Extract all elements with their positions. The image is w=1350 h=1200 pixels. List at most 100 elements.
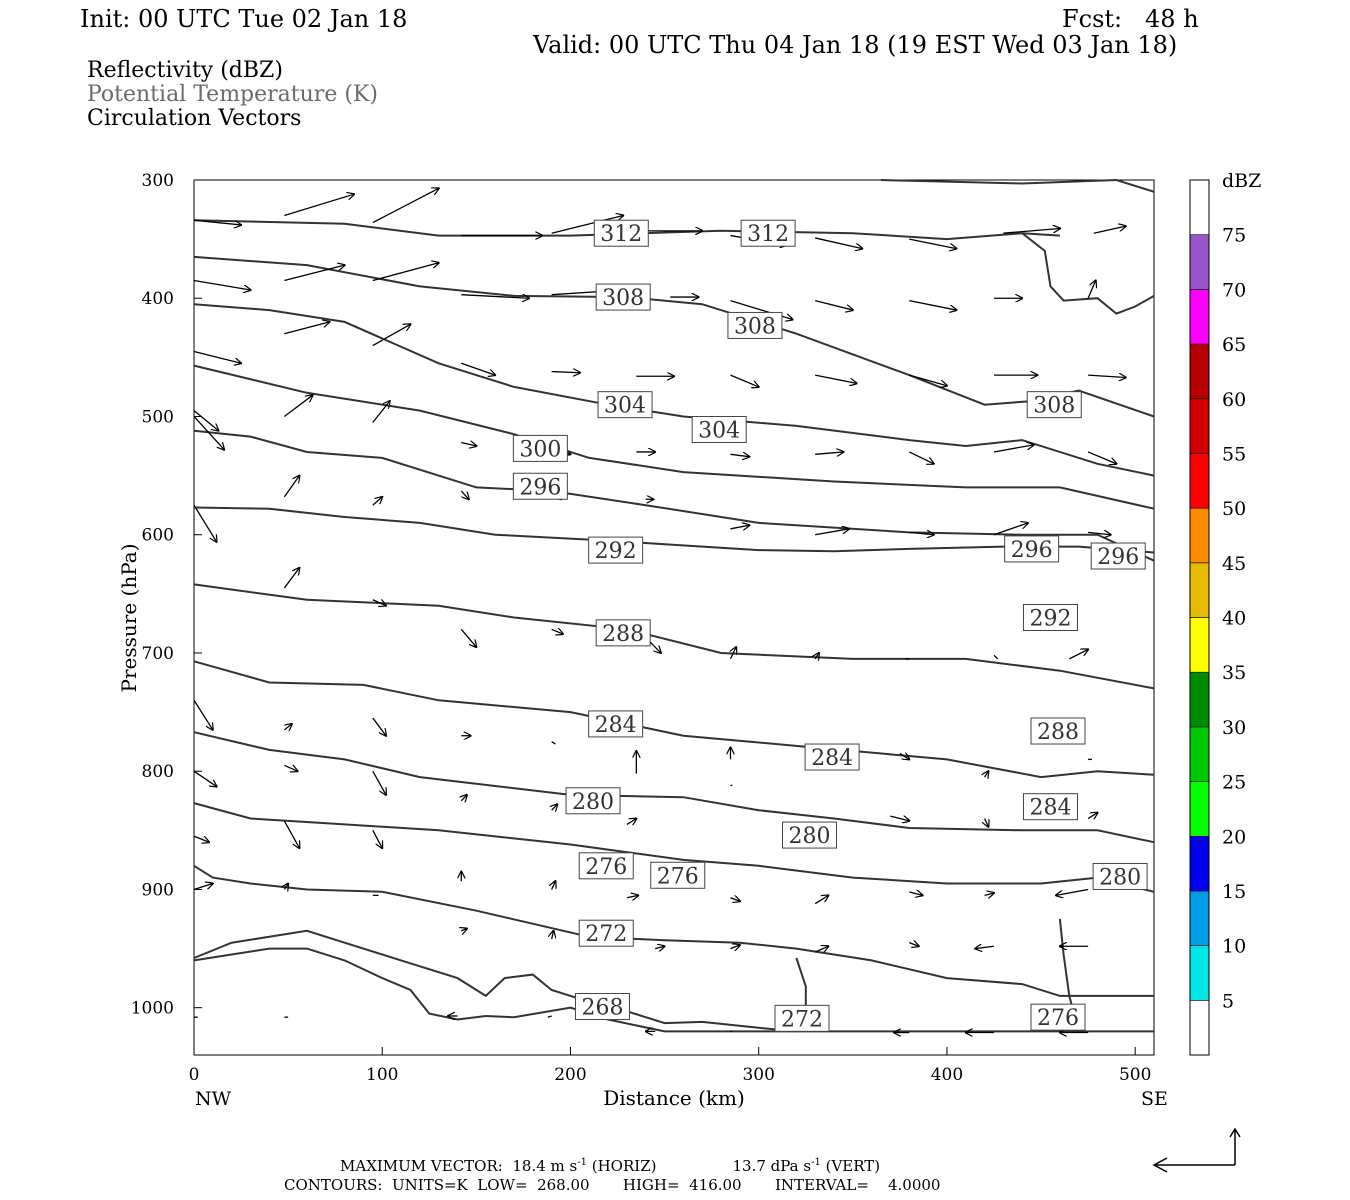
colorbar-label: 65 — [1222, 334, 1246, 356]
horiz-label: (HORIZ) — [586, 1157, 657, 1175]
contour-label-text: 276 — [1037, 1006, 1079, 1031]
circulation-vector — [551, 372, 580, 373]
circulation-vector — [730, 945, 739, 949]
contour-label-box — [1026, 391, 1082, 419]
circulation-vector — [372, 497, 382, 506]
theta-contour-272 — [193, 929, 797, 1033]
circulation-vector — [372, 717, 386, 736]
contour-label: 280 — [782, 821, 838, 849]
contour-label-text: 280 — [1099, 865, 1141, 890]
circulation-vector — [985, 818, 989, 827]
circulation-vector — [372, 263, 439, 282]
circulation-vector — [283, 820, 299, 848]
colorbar-segment — [1189, 453, 1210, 509]
contour-label-text: 296 — [1097, 545, 1139, 570]
contour-label-box — [650, 861, 706, 889]
circulation-vectors — [193, 188, 1126, 1032]
circulation-vector — [283, 395, 312, 418]
contour-label-box — [595, 619, 651, 647]
contour-label-box — [1022, 793, 1078, 821]
circulation-vector — [985, 771, 989, 777]
circulation-vector — [461, 443, 476, 447]
circulation-vector — [814, 946, 828, 952]
x-tick-label: 0 — [189, 1065, 200, 1085]
contour-label: 272 — [774, 1004, 830, 1032]
colorbar-label: 70 — [1222, 279, 1246, 301]
x-tick-label: 100 — [366, 1065, 398, 1085]
contour-label-box — [1030, 1003, 1086, 1031]
contour-label-box — [578, 852, 634, 880]
contour-label-box — [578, 919, 634, 947]
x-axis-label: Distance (km) — [603, 1086, 745, 1110]
contour-label-text: 284 — [595, 713, 637, 738]
contour-label-text: 276 — [585, 855, 627, 880]
colorbar-label: 75 — [1222, 225, 1246, 247]
contour-label: 292 — [588, 536, 644, 564]
circulation-vector — [899, 753, 909, 759]
contour-label-box — [1022, 604, 1078, 631]
theta-contours — [193, 178, 1155, 1033]
contour-label-box — [1030, 717, 1086, 745]
theta-contour-276 — [193, 802, 1155, 893]
colorbar-label: 25 — [1222, 772, 1246, 794]
contour-label: 288 — [1030, 717, 1086, 745]
circulation-vector — [815, 237, 862, 249]
contour-label-text: 284 — [811, 746, 853, 771]
theta-contour-296 — [193, 429, 1155, 562]
contour-label-box — [574, 993, 630, 1021]
contour-label-box — [1092, 862, 1148, 890]
contour-label: 280 — [565, 787, 621, 815]
field-potential-temperature: Potential Temperature (K) — [87, 82, 378, 107]
contour-label-text: 272 — [585, 922, 627, 947]
contour-label: 304 — [597, 391, 653, 419]
circulation-vector — [551, 629, 563, 634]
circulation-vector — [1069, 649, 1088, 660]
circulation-vector — [372, 830, 382, 848]
circulation-vector — [193, 884, 213, 891]
circulation-vector — [551, 215, 624, 234]
y-tick-label: 400 — [142, 289, 174, 309]
contour-label: 292 — [1022, 604, 1078, 632]
contour-label-text: 272 — [781, 1007, 823, 1032]
contour-label: 304 — [691, 415, 747, 443]
circulation-vector — [815, 299, 853, 310]
contour-label-box — [774, 1004, 830, 1032]
y-axis-label: Pressure (hPa) — [117, 544, 141, 693]
circulation-vector — [626, 895, 638, 897]
circulation-vector — [193, 279, 250, 290]
circulation-vector — [909, 238, 956, 248]
circulation-vector — [372, 188, 439, 224]
y-tick-label: 900 — [142, 880, 174, 900]
circulation-vector — [283, 568, 299, 589]
x-axis-left-end: NW — [195, 1088, 232, 1110]
circulation-vector — [284, 724, 292, 730]
contour-label-text: 280 — [789, 824, 831, 849]
colorbar-segment — [1189, 398, 1210, 454]
theta-contour-308 — [1021, 232, 1155, 315]
circulation-vector — [984, 893, 994, 895]
contour-label-text: 288 — [602, 622, 644, 647]
colorbar-label: 20 — [1222, 826, 1246, 848]
circulation-vector — [284, 265, 344, 282]
x-axis-right-end: SE — [1141, 1088, 1168, 1110]
circulation-vector — [730, 374, 758, 387]
vert-label: (VERT) — [820, 1157, 881, 1175]
colorbar-segment — [1189, 671, 1210, 728]
circulation-vector — [283, 476, 299, 498]
x-tick-label: 500 — [1119, 1065, 1151, 1085]
contour-label-box — [588, 536, 644, 564]
circulation-vector — [626, 819, 636, 825]
circulation-vector — [284, 884, 288, 890]
contour-label-text: 308 — [734, 314, 776, 339]
contour-label: 296 — [512, 472, 568, 500]
field-circulation-vectors: Circulation Vectors — [87, 106, 302, 131]
circulation-vector — [1087, 813, 1097, 819]
circulation-vector — [193, 770, 217, 786]
theta-contour-304 — [193, 303, 1155, 477]
circulation-vector — [815, 374, 856, 383]
circulation-vector — [1088, 532, 1111, 534]
circulation-vector — [655, 946, 664, 948]
circulation-vector — [193, 835, 209, 842]
colorbar-segment — [1189, 835, 1210, 892]
contour-label: 284 — [804, 743, 860, 771]
